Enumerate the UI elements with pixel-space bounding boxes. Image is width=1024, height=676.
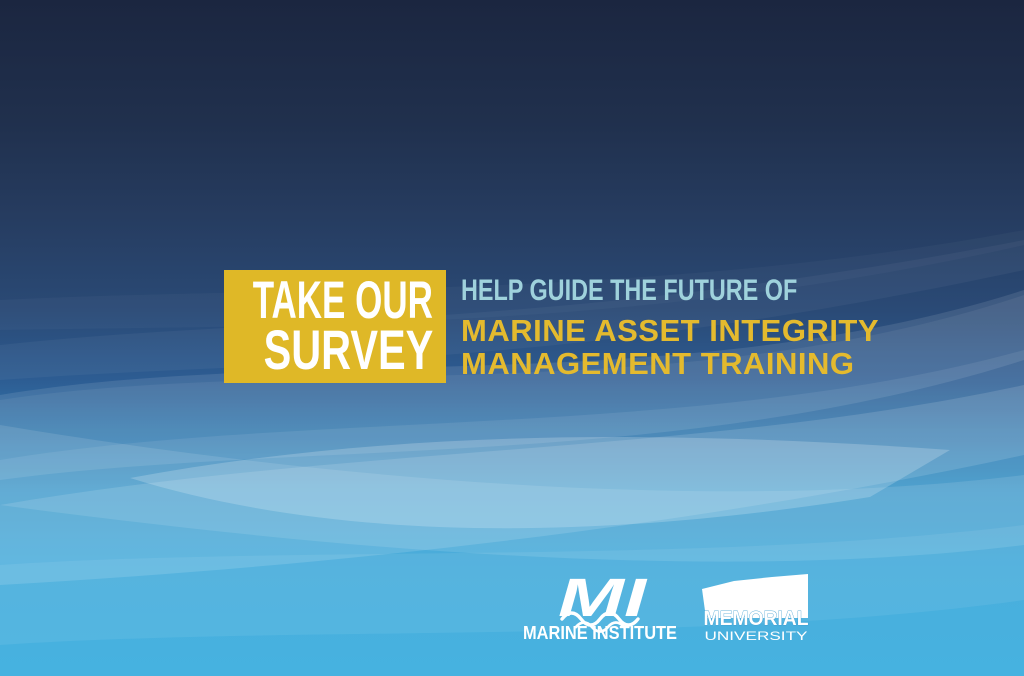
memorial-flag-icon: [702, 574, 808, 618]
marine-institute-logo: MI MARINE INSTITUTE: [518, 568, 682, 643]
headline-kicker: HELP GUIDE THE FUTURE OF: [461, 274, 798, 307]
headline: HELP GUIDE THE FUTURE OF MARINE ASSET IN…: [461, 274, 892, 382]
badge-line-1: TAKE OUR: [252, 271, 433, 331]
wave-icon: [574, 621, 626, 633]
marine-institute-wordmark: MARINE INSTITUTE: [523, 623, 677, 643]
memorial-university-logo: MEMORIAL UNIVERSITY: [700, 574, 812, 643]
wave-band: [0, 425, 1024, 562]
headline-title-line-2: MANAGEMENT TRAINING: [461, 346, 855, 382]
marine-institute-monogram: MI: [558, 568, 647, 628]
memorial-university-logo-graphic: MEMORIAL UNIVERSITY: [702, 574, 809, 643]
wave-icon: [560, 611, 640, 627]
wave-band: [0, 290, 1024, 480]
marine-institute-logo-graphic: MI MARINE INSTITUTE: [523, 568, 677, 643]
memorial-wordmark: MEMORIAL: [704, 608, 809, 630]
wave-band: [130, 437, 950, 529]
badge-line-2: SURVEY: [263, 318, 433, 382]
headline-title-line-1: MARINE ASSET INTEGRITY: [461, 313, 880, 348]
take-our-survey-badge[interactable]: TAKE OUR SURVEY: [224, 270, 446, 383]
university-wordmark: UNIVERSITY: [705, 629, 808, 643]
wave-band: [0, 385, 1024, 585]
